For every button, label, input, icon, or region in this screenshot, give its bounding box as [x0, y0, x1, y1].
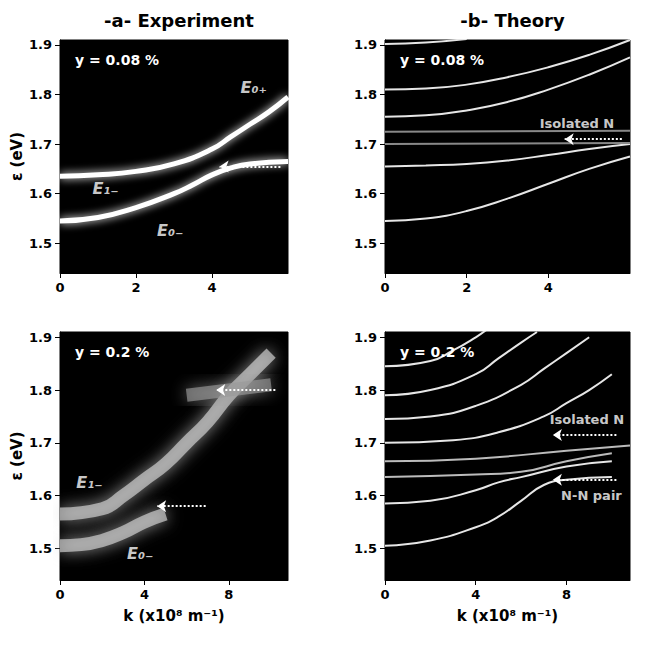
- svg-text:4: 4: [140, 587, 149, 602]
- svg-text:8: 8: [562, 587, 571, 602]
- svg-text:1.7: 1.7: [29, 435, 52, 450]
- svg-text:1.7: 1.7: [354, 435, 377, 450]
- svg-text:-a- Experiment: -a- Experiment: [104, 10, 254, 31]
- svg-text:Isolated N: Isolated N: [540, 116, 614, 131]
- svg-text:ε (eV): ε (eV): [8, 431, 26, 480]
- svg-text:N-N pair: N-N pair: [561, 488, 622, 503]
- svg-text:-b- Theory: -b- Theory: [460, 10, 565, 31]
- svg-text:1.9: 1.9: [354, 37, 377, 52]
- svg-text:2: 2: [131, 280, 140, 295]
- svg-text:1.6: 1.6: [354, 186, 377, 201]
- svg-text:1.5: 1.5: [354, 236, 377, 251]
- svg-text:E₀₋: E₀₋: [127, 544, 153, 563]
- svg-text:1.9: 1.9: [354, 330, 377, 345]
- svg-text:1.6: 1.6: [29, 488, 52, 503]
- svg-text:2: 2: [462, 280, 471, 295]
- svg-text:k (x10⁸ m⁻¹): k (x10⁸ m⁻¹): [123, 607, 224, 625]
- svg-text:E₁₋: E₁₋: [92, 179, 118, 198]
- svg-text:y = 0.08 %: y = 0.08 %: [400, 52, 484, 68]
- svg-text:1.9: 1.9: [29, 330, 52, 345]
- svg-text:1.9: 1.9: [29, 37, 52, 52]
- svg-text:0: 0: [55, 280, 64, 295]
- svg-text:1.6: 1.6: [354, 488, 377, 503]
- svg-text:1.8: 1.8: [354, 87, 377, 102]
- svg-text:1.5: 1.5: [354, 541, 377, 556]
- svg-text:y = 0.2 %: y = 0.2 %: [75, 344, 149, 360]
- svg-text:E₀₊: E₀₊: [241, 78, 267, 97]
- svg-text:1.6: 1.6: [29, 186, 52, 201]
- svg-text:E₁₋: E₁₋: [76, 473, 102, 492]
- svg-text:1.7: 1.7: [354, 137, 377, 152]
- svg-text:4: 4: [544, 280, 553, 295]
- svg-text:0: 0: [380, 587, 389, 602]
- svg-text:Isolated N: Isolated N: [550, 412, 624, 427]
- svg-text:1.8: 1.8: [29, 87, 52, 102]
- svg-text:k (x10⁸ m⁻¹): k (x10⁸ m⁻¹): [457, 607, 558, 625]
- svg-text:0: 0: [380, 280, 389, 295]
- svg-text:8: 8: [224, 587, 233, 602]
- svg-text:1.5: 1.5: [29, 236, 52, 251]
- svg-text:E₀₋: E₀₋: [157, 221, 183, 240]
- svg-text:4: 4: [471, 587, 480, 602]
- svg-text:0: 0: [55, 587, 64, 602]
- svg-text:y = 0.08 %: y = 0.08 %: [75, 52, 159, 68]
- svg-text:y = 0.2 %: y = 0.2 %: [400, 344, 474, 360]
- svg-text:4: 4: [207, 280, 216, 295]
- svg-text:1.8: 1.8: [354, 383, 377, 398]
- svg-text:1.5: 1.5: [29, 541, 52, 556]
- svg-text:ε (eV): ε (eV): [8, 132, 26, 181]
- svg-text:1.8: 1.8: [29, 383, 52, 398]
- svg-text:1.7: 1.7: [29, 137, 52, 152]
